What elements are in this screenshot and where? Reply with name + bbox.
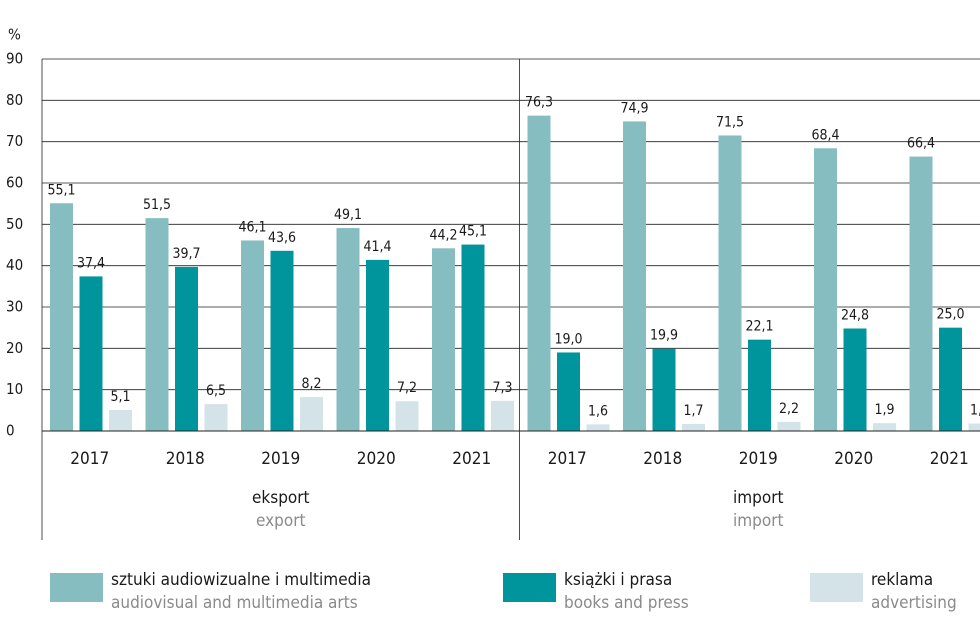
y-tick-label: 60 xyxy=(6,174,23,192)
legend-swatch xyxy=(50,573,103,602)
value-label: 19,9 xyxy=(650,328,678,344)
x-tick-label: 2021 xyxy=(452,449,491,469)
value-label: 55,1 xyxy=(47,182,75,198)
value-label: 24,8 xyxy=(841,307,869,323)
bar xyxy=(777,421,801,431)
value-label: 1,6 xyxy=(588,403,608,419)
y-tick-label: 0 xyxy=(6,422,15,440)
bar xyxy=(814,148,837,431)
legend-sublabel: books and press xyxy=(564,593,689,613)
value-label: 19,0 xyxy=(554,331,582,347)
bar xyxy=(204,404,228,431)
group-sublabel: export xyxy=(256,511,306,531)
bar xyxy=(586,424,610,431)
value-label: 2,2 xyxy=(779,401,799,417)
bar xyxy=(652,348,676,431)
x-tick-label: 2017 xyxy=(70,449,109,469)
value-label: 7,3 xyxy=(492,380,512,396)
value-label: 71,5 xyxy=(716,114,744,130)
y-tick-label: 10 xyxy=(6,380,23,398)
value-label: 74,9 xyxy=(620,100,648,116)
x-tick-label: 2020 xyxy=(357,449,396,469)
bar xyxy=(461,244,485,431)
bar xyxy=(939,327,962,431)
y-tick-label: 70 xyxy=(6,132,23,150)
value-label: 1,9 xyxy=(874,402,894,418)
bar xyxy=(968,423,980,431)
value-label: 6,5 xyxy=(206,383,226,399)
bar xyxy=(366,259,389,431)
x-tick-label: 2018 xyxy=(643,449,682,469)
bar xyxy=(300,397,323,431)
x-tick-label: 2019 xyxy=(739,449,778,469)
legend-swatch xyxy=(810,573,863,602)
bar xyxy=(682,423,705,431)
value-label: 49,1 xyxy=(334,207,362,223)
value-label: 8,2 xyxy=(301,376,321,392)
x-tick-label: 2021 xyxy=(930,449,969,469)
group-sublabel: import xyxy=(733,511,784,531)
legend-label: książki i prasa xyxy=(564,570,672,590)
bar xyxy=(50,203,73,431)
bar xyxy=(557,352,580,431)
group-label: eksport xyxy=(252,488,310,508)
y-tick-label: 80 xyxy=(6,91,23,109)
value-label: 1,7 xyxy=(683,403,703,419)
value-label: 41,4 xyxy=(363,239,391,255)
value-label: 76,3 xyxy=(525,95,553,111)
value-label: 39,7 xyxy=(172,246,200,262)
bar xyxy=(109,409,132,431)
bar xyxy=(270,250,294,431)
y-tick-label: 50 xyxy=(6,215,23,233)
y-tick-label: 90 xyxy=(6,50,23,68)
x-tick-label: 2019 xyxy=(261,449,300,469)
bar xyxy=(748,339,771,431)
value-label: 1,8 xyxy=(970,403,980,419)
value-label: 51,5 xyxy=(143,197,171,213)
bar xyxy=(718,135,742,431)
bar xyxy=(145,218,169,431)
value-label: 25,0 xyxy=(936,307,964,323)
y-tick-label: 40 xyxy=(6,256,23,274)
bar xyxy=(241,240,264,431)
value-label: 45,1 xyxy=(459,224,487,240)
bar xyxy=(623,121,646,431)
value-label: 68,4 xyxy=(811,127,839,143)
bar xyxy=(873,423,896,431)
legend-swatch xyxy=(503,573,556,602)
y-unit: % xyxy=(8,26,21,44)
bar xyxy=(175,266,198,431)
group-label: import xyxy=(733,488,784,508)
legend-label: sztuki audiowizualne i multimedia xyxy=(111,570,371,590)
value-label: 5,1 xyxy=(110,389,130,405)
value-label: 37,4 xyxy=(77,255,105,271)
bar xyxy=(395,401,419,431)
bar xyxy=(527,115,551,432)
bar xyxy=(491,400,514,431)
x-tick-label: 2020 xyxy=(834,449,873,469)
value-label: 46,1 xyxy=(238,219,266,235)
value-label: 43,6 xyxy=(268,230,296,246)
legend-sublabel: audiovisual and multimedia arts xyxy=(111,593,358,613)
bar xyxy=(909,156,933,431)
bar xyxy=(432,248,455,431)
x-tick-label: 2018 xyxy=(166,449,205,469)
bar xyxy=(336,228,360,431)
bar xyxy=(843,328,867,431)
value-label: 44,2 xyxy=(429,227,457,243)
x-tick-label: 2017 xyxy=(548,449,587,469)
value-label: 22,1 xyxy=(745,319,773,335)
legend-label: reklama xyxy=(871,570,933,590)
y-tick-label: 20 xyxy=(6,339,23,357)
legend-sublabel: advertising xyxy=(871,593,957,613)
value-label: 66,4 xyxy=(907,136,935,152)
bar xyxy=(79,276,103,431)
y-tick-label: 30 xyxy=(6,298,23,316)
value-label: 7,2 xyxy=(397,380,417,396)
